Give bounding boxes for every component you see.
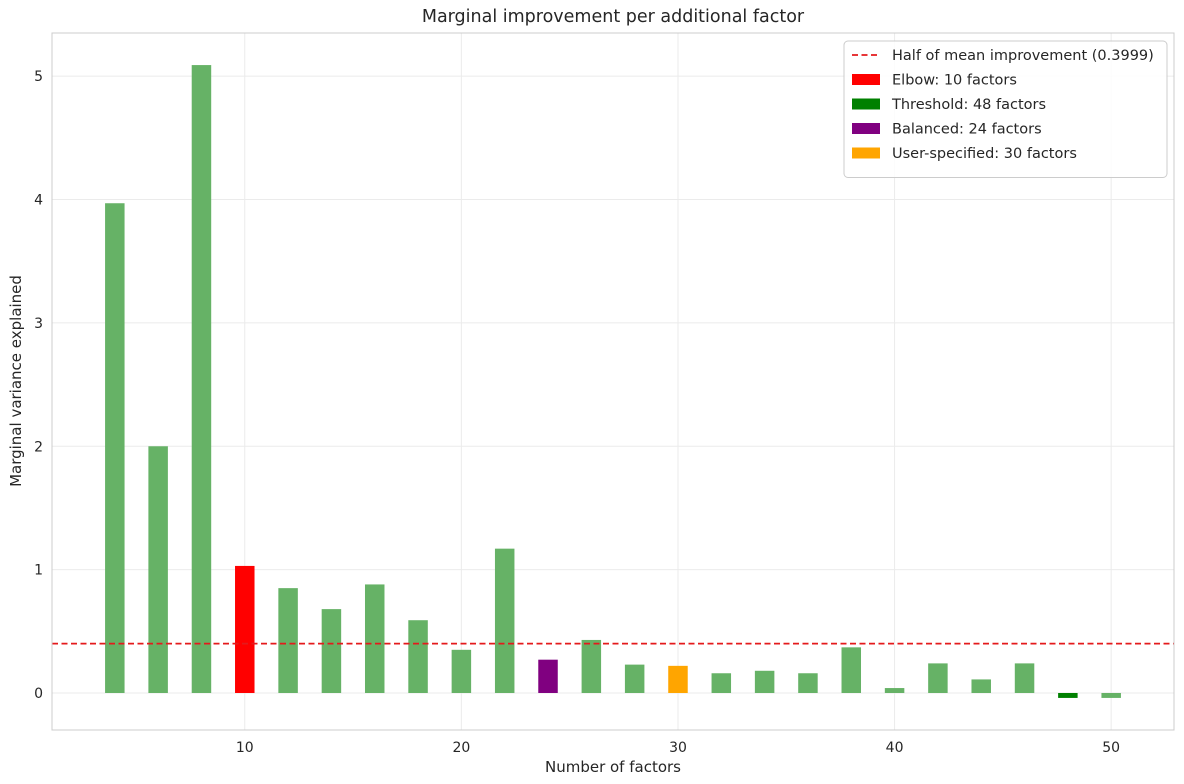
y-ticks: 0 1 2 3 4 5 [34, 69, 43, 702]
plot-frame [51, 32, 1175, 731]
bar-42 [928, 663, 948, 693]
y-axis-label: Marginal variance explained [7, 275, 25, 487]
bar-40 [884, 688, 905, 693]
bar-12 [278, 588, 298, 693]
y-tick-label: 5 [34, 69, 43, 85]
legend-label: Elbow: 10 factors [892, 73, 1017, 89]
bar-16 [364, 584, 385, 693]
bar-48 [1058, 692, 1078, 698]
bar-14 [321, 609, 342, 693]
y-tick-label: 2 [34, 439, 43, 455]
bar-4 [105, 203, 125, 693]
bar-26 [581, 639, 602, 693]
legend-label: Balanced: 24 factors [892, 122, 1042, 138]
bar-6 [148, 446, 168, 693]
y-tick-label: 0 [34, 686, 43, 702]
legend-box [843, 40, 1168, 178]
bar-34 [754, 670, 775, 693]
bar-10 [235, 565, 255, 693]
bar-22 [494, 548, 515, 693]
bars [105, 65, 1121, 698]
legend-patch-swatch [852, 74, 880, 85]
x-tick-label: 50 [1102, 740, 1120, 756]
legend-label: Half of mean improvement (0.3999) [892, 48, 1154, 64]
legend-label: Threshold: 48 factors [891, 97, 1046, 113]
bar-24 [538, 659, 558, 693]
bar-8 [191, 65, 212, 693]
x-tick-label: 40 [886, 740, 904, 756]
bar-38 [841, 647, 862, 693]
bar-50 [1101, 692, 1121, 698]
chart-title: Marginal improvement per additional fact… [422, 7, 805, 27]
y-tick-label: 4 [34, 193, 43, 209]
x-tick-label: 10 [236, 740, 254, 756]
x-tick-label: 30 [669, 740, 687, 756]
legend: Half of mean improvement (0.3999) Elbow: … [843, 40, 1168, 178]
bar-44 [971, 679, 991, 693]
bar-28 [624, 664, 645, 693]
bar-32 [711, 673, 732, 693]
legend-label: User-specified: 30 factors [892, 146, 1077, 162]
y-tick-label: 3 [34, 316, 43, 332]
bar-30 [668, 665, 688, 693]
legend-patch-swatch [852, 123, 880, 134]
x-tick-label: 20 [452, 740, 470, 756]
x-ticks: 10 20 30 40 50 [236, 740, 1120, 756]
legend-patch-swatch [852, 98, 880, 110]
x-axis-label: Number of factors [545, 758, 681, 776]
bar-18 [408, 620, 428, 693]
bar-46 [1014, 663, 1035, 693]
bar-36 [798, 673, 818, 693]
legend-patch-swatch [852, 147, 880, 159]
bar-20 [451, 649, 472, 693]
y-tick-label: 1 [34, 563, 43, 579]
